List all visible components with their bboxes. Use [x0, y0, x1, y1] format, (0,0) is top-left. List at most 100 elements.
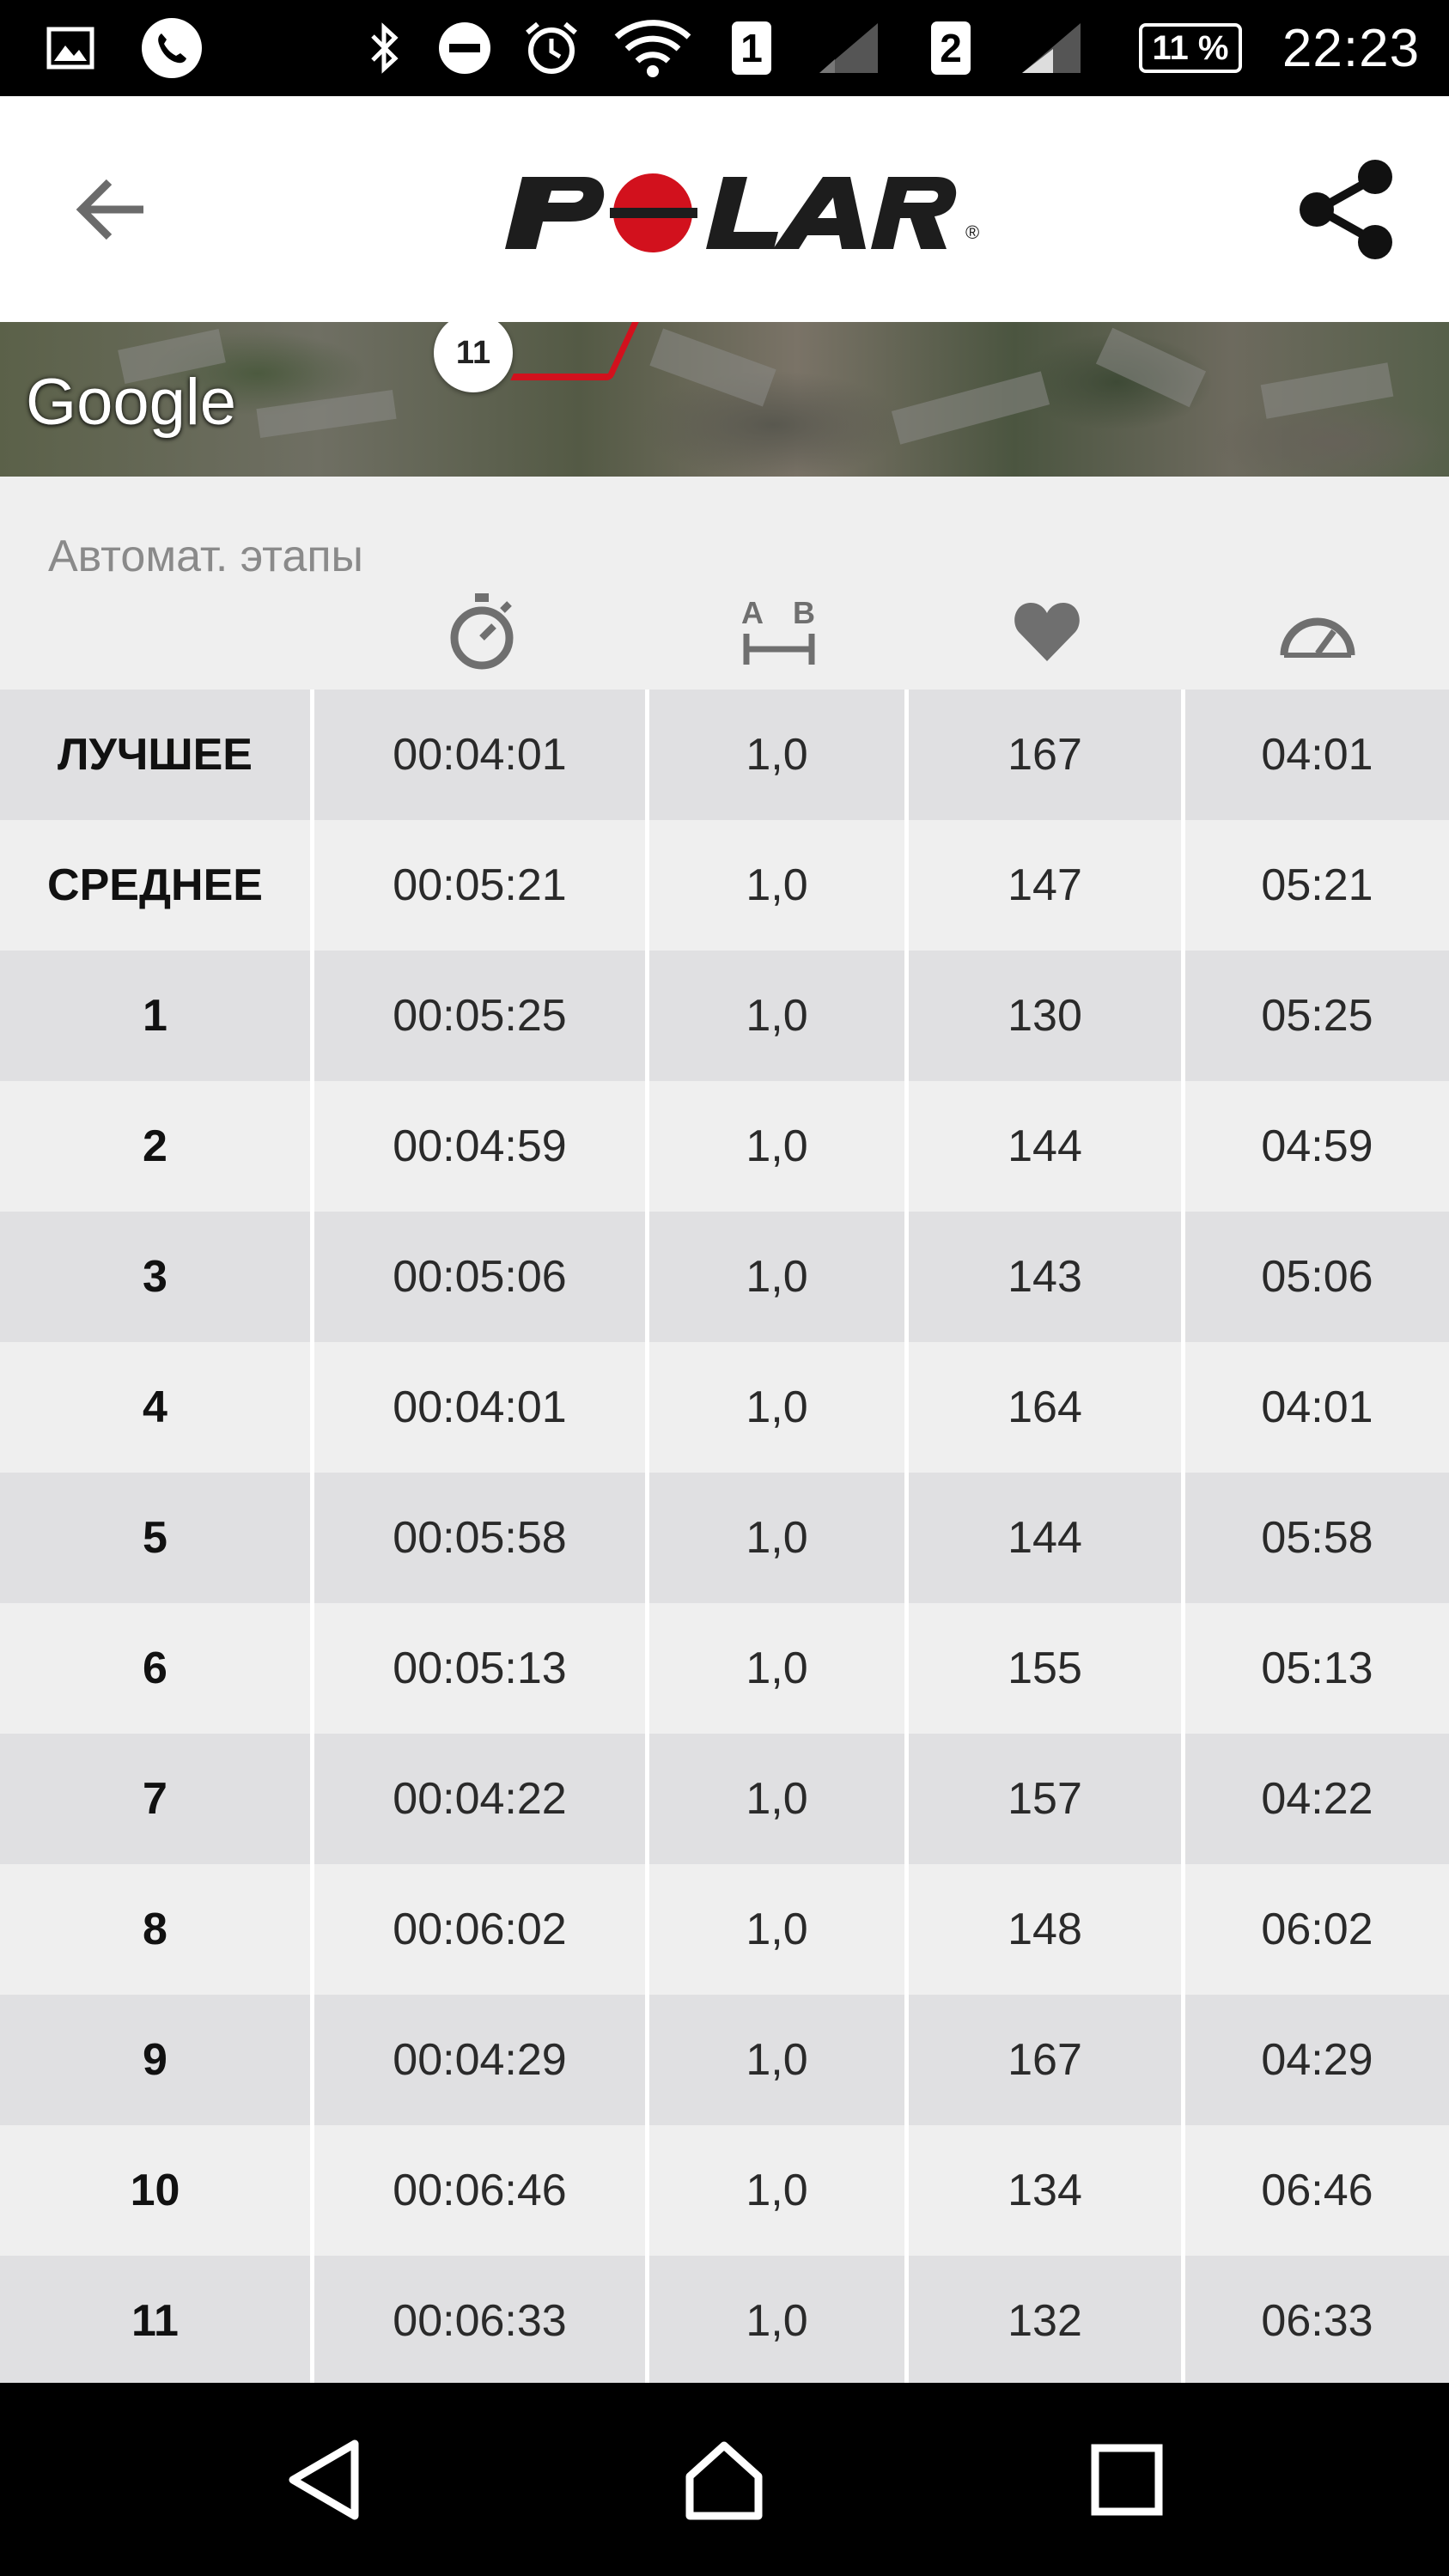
- lap-heart-rate: 130: [909, 951, 1185, 1081]
- lap-heart-rate: 167: [909, 690, 1185, 820]
- laps-table: ЛУЧШЕЕ 00:04:01 1,0 167 04:01 СРЕДНЕЕ 00:05:21…: [0, 690, 1449, 2386]
- lap-pace: 05:58: [1261, 1513, 1373, 1563]
- nav-recents-button[interactable]: [1041, 2383, 1213, 2576]
- lap-heart-rate: 155: [909, 1603, 1185, 1734]
- route-map[interactable]: 11 Google: [0, 322, 1449, 477]
- lap-label: СРЕДНЕЕ: [0, 820, 314, 951]
- lap-marker[interactable]: 11: [434, 322, 513, 392]
- arrow-back-icon: [76, 179, 143, 240]
- lap-time: 00:05:25: [314, 951, 649, 1081]
- lap-label: 5: [0, 1473, 314, 1603]
- nav-home-icon: [685, 2441, 763, 2519]
- lap-distance: 1,0: [649, 2125, 909, 2256]
- lap-pace: 06:33: [1261, 2296, 1373, 2346]
- lap-heart-rate: 144: [909, 1081, 1185, 1212]
- lap-heart-rate: 164: [909, 1342, 1185, 1473]
- back-button[interactable]: [43, 96, 180, 322]
- lap-time: 00:05:13: [314, 1603, 649, 1734]
- route-line: [510, 322, 639, 380]
- lap-heart-rate: 143: [909, 1212, 1185, 1342]
- speedometer-icon: [1185, 584, 1449, 678]
- lap-pace: 04:59: [1261, 1121, 1373, 1171]
- nav-recents-icon: [1091, 2444, 1163, 2515]
- svg-text:B: B: [793, 595, 815, 630]
- svg-text:A: A: [741, 595, 764, 630]
- signal-icon: [816, 0, 881, 96]
- lap-pace: 04:29: [1261, 2035, 1373, 2085]
- lap-time: 00:06:46: [314, 2125, 649, 2256]
- table-row: 8 00:06:02 1,0 148 06:02: [0, 1864, 1449, 1995]
- lap-heart-rate: 147: [909, 820, 1185, 951]
- status-bar: 1 2 11 % 22:23: [0, 0, 1449, 96]
- lap-heart-rate: 144: [909, 1473, 1185, 1603]
- table-row: ЛУЧШЕЕ 00:04:01 1,0 167 04:01: [0, 690, 1449, 820]
- lap-distance: 1,0: [649, 1603, 909, 1734]
- lap-time: 00:04:22: [314, 1734, 649, 1864]
- lap-distance: 1,0: [649, 1864, 909, 1995]
- lap-label: 2: [0, 1081, 314, 1212]
- lap-time: 00:04:29: [314, 1995, 649, 2125]
- lap-time: 00:05:58: [314, 1473, 649, 1603]
- image-icon: [45, 0, 96, 96]
- lap-heart-rate: 157: [909, 1734, 1185, 1864]
- lap-label: ЛУЧШЕЕ: [0, 690, 314, 820]
- lap-distance: 1,0: [649, 1081, 909, 1212]
- lap-label: 7: [0, 1734, 314, 1864]
- polar-logo: ®: [481, 165, 979, 259]
- signal-icon: [1019, 0, 1084, 96]
- lap-label: 9: [0, 1995, 314, 2125]
- clock: 22:23: [1282, 18, 1421, 78]
- lap-label: 3: [0, 1212, 314, 1342]
- bluetooth-icon: [361, 0, 409, 96]
- lap-time: 00:04:59: [314, 1081, 649, 1212]
- lap-time: 00:06:02: [314, 1864, 649, 1995]
- lap-pace: 05:13: [1261, 1643, 1373, 1693]
- share-button[interactable]: [1277, 96, 1415, 322]
- lap-distance: 1,0: [649, 1473, 909, 1603]
- alarm-icon: [521, 0, 582, 96]
- lap-time: 00:05:06: [314, 1212, 649, 1342]
- lap-time: 00:06:33: [314, 2256, 649, 2386]
- lap-distance: 1,0: [649, 690, 909, 820]
- lap-label: 1: [0, 951, 314, 1081]
- lap-distance: 1,0: [649, 1212, 909, 1342]
- lap-heart-rate: 148: [909, 1864, 1185, 1995]
- lap-distance: 1,0: [649, 1734, 909, 1864]
- lap-label: 10: [0, 2125, 314, 2256]
- table-row: 11 00:06:33 1,0 132 06:33: [0, 2256, 1449, 2386]
- lap-heart-rate: 132: [909, 2256, 1185, 2386]
- lap-label: 6: [0, 1603, 314, 1734]
- table-row: 7 00:04:22 1,0 157 04:22: [0, 1734, 1449, 1864]
- lap-pace: 05:06: [1261, 1252, 1373, 1302]
- lap-distance: 1,0: [649, 951, 909, 1081]
- do-not-disturb-icon: [435, 0, 495, 96]
- polar-logo-graphic: [505, 173, 957, 252]
- nav-back-button[interactable]: [239, 2383, 411, 2576]
- lap-pace: 04:01: [1261, 1382, 1373, 1432]
- lap-distance: 1,0: [649, 820, 909, 951]
- heart-rate-icon: [909, 584, 1185, 678]
- lap-distance: 1,0: [649, 2256, 909, 2386]
- lap-heart-rate: 134: [909, 2125, 1185, 2256]
- lap-pace: 05:25: [1261, 991, 1373, 1041]
- nav-home-button[interactable]: [638, 2383, 810, 2576]
- distance-icon: A B: [649, 584, 909, 678]
- lap-pace: 05:21: [1261, 860, 1373, 910]
- lap-heart-rate: 167: [909, 1995, 1185, 2125]
- table-row: 3 00:05:06 1,0 143 05:06: [0, 1212, 1449, 1342]
- wifi-icon: [612, 0, 694, 96]
- nav-back-icon: [289, 2439, 359, 2519]
- table-row: 4 00:04:01 1,0 164 04:01: [0, 1342, 1449, 1473]
- lap-distance: 1,0: [649, 1995, 909, 2125]
- lap-pace: 04:01: [1261, 730, 1373, 780]
- lap-label: 11: [0, 2256, 314, 2386]
- app-bar: ®: [0, 96, 1449, 322]
- section-title: Автомат. этапы: [48, 532, 363, 581]
- lap-distance: 1,0: [649, 1342, 909, 1473]
- lap-time: 00:04:01: [314, 1342, 649, 1473]
- sim2-badge: 2: [931, 21, 971, 75]
- table-row: 1 00:05:25 1,0 130 05:25: [0, 951, 1449, 1081]
- lap-pace: 06:46: [1261, 2166, 1373, 2215]
- table-row: 9 00:04:29 1,0 167 04:29: [0, 1995, 1449, 2125]
- phone-icon: [137, 0, 206, 96]
